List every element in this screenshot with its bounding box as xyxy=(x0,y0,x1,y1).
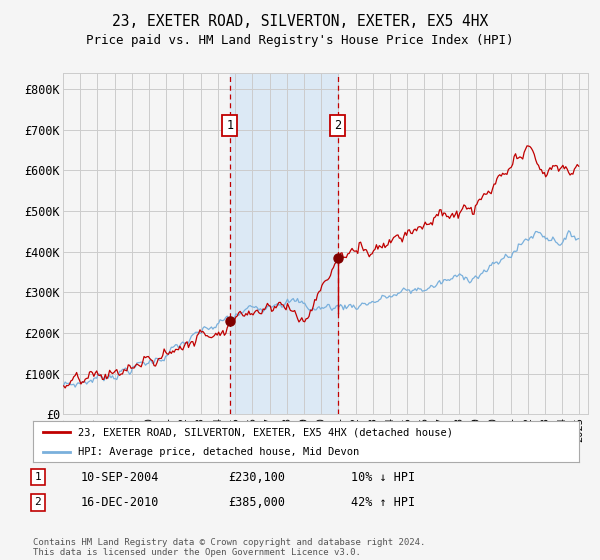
Text: 1: 1 xyxy=(34,472,41,482)
Text: 2: 2 xyxy=(334,119,341,132)
Text: 10% ↓ HPI: 10% ↓ HPI xyxy=(351,470,415,484)
Text: Contains HM Land Registry data © Crown copyright and database right 2024.
This d: Contains HM Land Registry data © Crown c… xyxy=(33,538,425,557)
Text: £385,000: £385,000 xyxy=(228,496,285,509)
Text: Price paid vs. HM Land Registry's House Price Index (HPI): Price paid vs. HM Land Registry's House … xyxy=(86,34,514,46)
Text: 16-DEC-2010: 16-DEC-2010 xyxy=(81,496,160,509)
Text: HPI: Average price, detached house, Mid Devon: HPI: Average price, detached house, Mid … xyxy=(78,447,359,457)
Text: 23, EXETER ROAD, SILVERTON, EXETER, EX5 4HX: 23, EXETER ROAD, SILVERTON, EXETER, EX5 … xyxy=(112,14,488,29)
Text: 10-SEP-2004: 10-SEP-2004 xyxy=(81,470,160,484)
Bar xyxy=(230,73,338,414)
Text: 2: 2 xyxy=(34,497,41,507)
Text: £230,100: £230,100 xyxy=(228,470,285,484)
Text: 42% ↑ HPI: 42% ↑ HPI xyxy=(351,496,415,509)
Text: 1: 1 xyxy=(226,119,233,132)
Text: 23, EXETER ROAD, SILVERTON, EXETER, EX5 4HX (detached house): 23, EXETER ROAD, SILVERTON, EXETER, EX5 … xyxy=(78,427,453,437)
